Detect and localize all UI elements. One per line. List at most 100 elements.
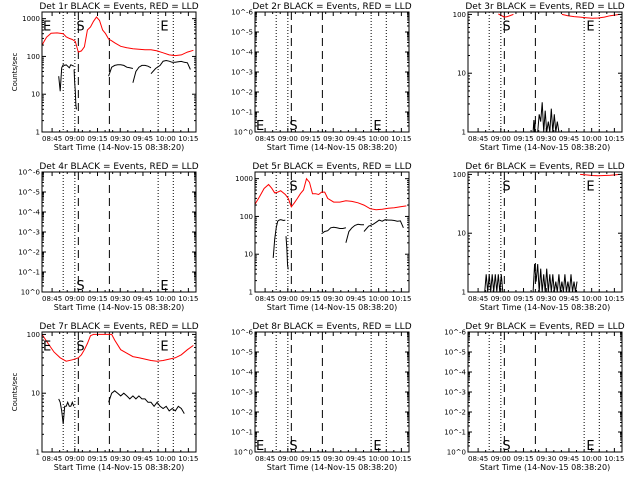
end-marker: E — [586, 19, 594, 34]
panel-title: Det 1r BLACK = Events, RED = LLD — [39, 2, 198, 12]
y-tick-label: 10 — [31, 91, 40, 99]
events-series-line — [321, 226, 347, 235]
y-tick-label: 10^-2 — [18, 249, 40, 257]
x-tick-label: 09:00 — [278, 135, 298, 143]
y-tick-label: 10^-1 — [231, 109, 253, 117]
x-tick-label: 09:00 — [491, 135, 511, 143]
events-series-line — [537, 102, 560, 133]
x-tick-label: 08:45 — [42, 135, 62, 143]
y-tick-label: 10^-2 — [231, 89, 253, 97]
y-tick-label: 10^-5 — [231, 349, 253, 357]
y-tick-label: 10^-6 — [444, 329, 466, 337]
y-tick-label: 1 — [36, 449, 40, 457]
x-tick-label: 10:00 — [369, 455, 389, 463]
y-tick-label: 1 — [249, 289, 253, 297]
x-tick-label: 09:00 — [278, 295, 298, 303]
x-tick-label: 10:00 — [369, 295, 389, 303]
x-tick-label: 10:15 — [178, 295, 198, 303]
start-marker: S — [76, 339, 84, 354]
x-tick-label: 10:15 — [391, 455, 411, 463]
x-tick-label: 08:45 — [255, 135, 275, 143]
y-tick-label: 10 — [457, 70, 466, 78]
y-tick-label: 10^0 — [21, 289, 40, 297]
x-tick-label: 09:45 — [346, 135, 366, 143]
x-tick-label: 09:15 — [87, 295, 107, 303]
x-axis-label: Start Time (14-Nov-15 08:38:20) — [480, 463, 610, 472]
x-axis-label: Start Time (14-Nov-15 08:38:20) — [480, 303, 610, 312]
x-tick-label: 10:00 — [582, 135, 602, 143]
y-tick-label: 10^-6 — [231, 329, 253, 337]
lld-series-line — [580, 173, 620, 177]
x-tick-label: 09:30 — [110, 135, 130, 143]
y-tick-label: 10 — [244, 251, 253, 259]
x-tick-label: 10:15 — [178, 455, 198, 463]
start-marker: S — [76, 19, 84, 34]
x-tick-label: 09:45 — [133, 295, 153, 303]
y-tick-label: 10^-1 — [444, 429, 466, 437]
y-tick-label: 10^-3 — [231, 389, 253, 397]
y-tick-label: 1000 — [22, 15, 40, 23]
y-tick-label: 10^0 — [234, 449, 253, 457]
end-marker: E — [586, 439, 594, 454]
x-tick-label: 09:30 — [536, 455, 556, 463]
x-tick-label: 09:30 — [110, 295, 130, 303]
x-tick-label: 09:15 — [300, 455, 320, 463]
y-tick-label: 10^-6 — [231, 9, 253, 17]
x-tick-label: 10:00 — [582, 295, 602, 303]
panel-title: Det 4r BLACK = Events, RED = LLD — [39, 162, 198, 172]
y-tick-label: 10^-3 — [444, 389, 466, 397]
x-tick-label: 09:30 — [110, 455, 130, 463]
end-marker: E — [256, 439, 264, 454]
x-tick-label: 08:45 — [468, 455, 488, 463]
y-tick-label: 10^-2 — [231, 409, 253, 417]
y-tick-label: 10^-4 — [18, 209, 40, 217]
y-tick-label: 10^-5 — [444, 349, 466, 357]
lld-series-line — [41, 16, 194, 57]
y-tick-label: 10^-5 — [18, 189, 40, 197]
panel-title: Det 3r BLACK = Events, RED = LLD — [465, 2, 624, 12]
plot-frame — [41, 331, 197, 453]
end-marker: E — [160, 279, 168, 294]
y-tick-label: 10^-2 — [444, 409, 466, 417]
start-marker: S — [76, 279, 84, 294]
plot-frame — [467, 171, 623, 293]
x-tick-label: 10:00 — [156, 135, 176, 143]
x-tick-label: 09:00 — [65, 135, 85, 143]
x-tick-label: 09:30 — [323, 455, 343, 463]
events-series-line — [58, 398, 75, 425]
y-tick-label: 100 — [27, 53, 40, 61]
y-tick-label: 10^-4 — [231, 49, 253, 57]
x-tick-label: 09:30 — [536, 135, 556, 143]
events-series-line — [272, 219, 286, 258]
x-tick-label: 10:00 — [369, 135, 389, 143]
x-tick-label: 10:00 — [156, 295, 176, 303]
end-marker: E — [373, 119, 381, 134]
start-marker: S — [502, 19, 510, 34]
end-marker: E — [256, 119, 264, 134]
y-axis-label: Counts/sec — [11, 373, 19, 412]
y-tick-label: 10 — [457, 230, 466, 238]
events-series-line — [108, 64, 134, 77]
y-tick-label: 100 — [453, 11, 466, 19]
x-axis-label: Start Time (14-Nov-15 08:38:20) — [54, 463, 184, 472]
panel-title: Det 2r BLACK = Events, RED = LLD — [252, 2, 411, 12]
start-marker: S — [289, 439, 297, 454]
y-tick-label: 10^-3 — [231, 69, 253, 77]
x-tick-label: 10:15 — [604, 295, 624, 303]
y-tick-label: 10^-1 — [18, 269, 40, 277]
panel-title: Det 6r BLACK = Events, RED = LLD — [465, 162, 624, 172]
end-marker: E — [373, 439, 381, 454]
x-tick-label: 08:45 — [255, 295, 275, 303]
panel-title: Det 5r BLACK = Events, RED = LLD — [252, 162, 411, 172]
x-tick-label: 09:15 — [87, 455, 107, 463]
x-tick-label: 08:45 — [42, 455, 62, 463]
x-tick-label: 09:45 — [346, 455, 366, 463]
start-marker: S — [502, 179, 510, 194]
